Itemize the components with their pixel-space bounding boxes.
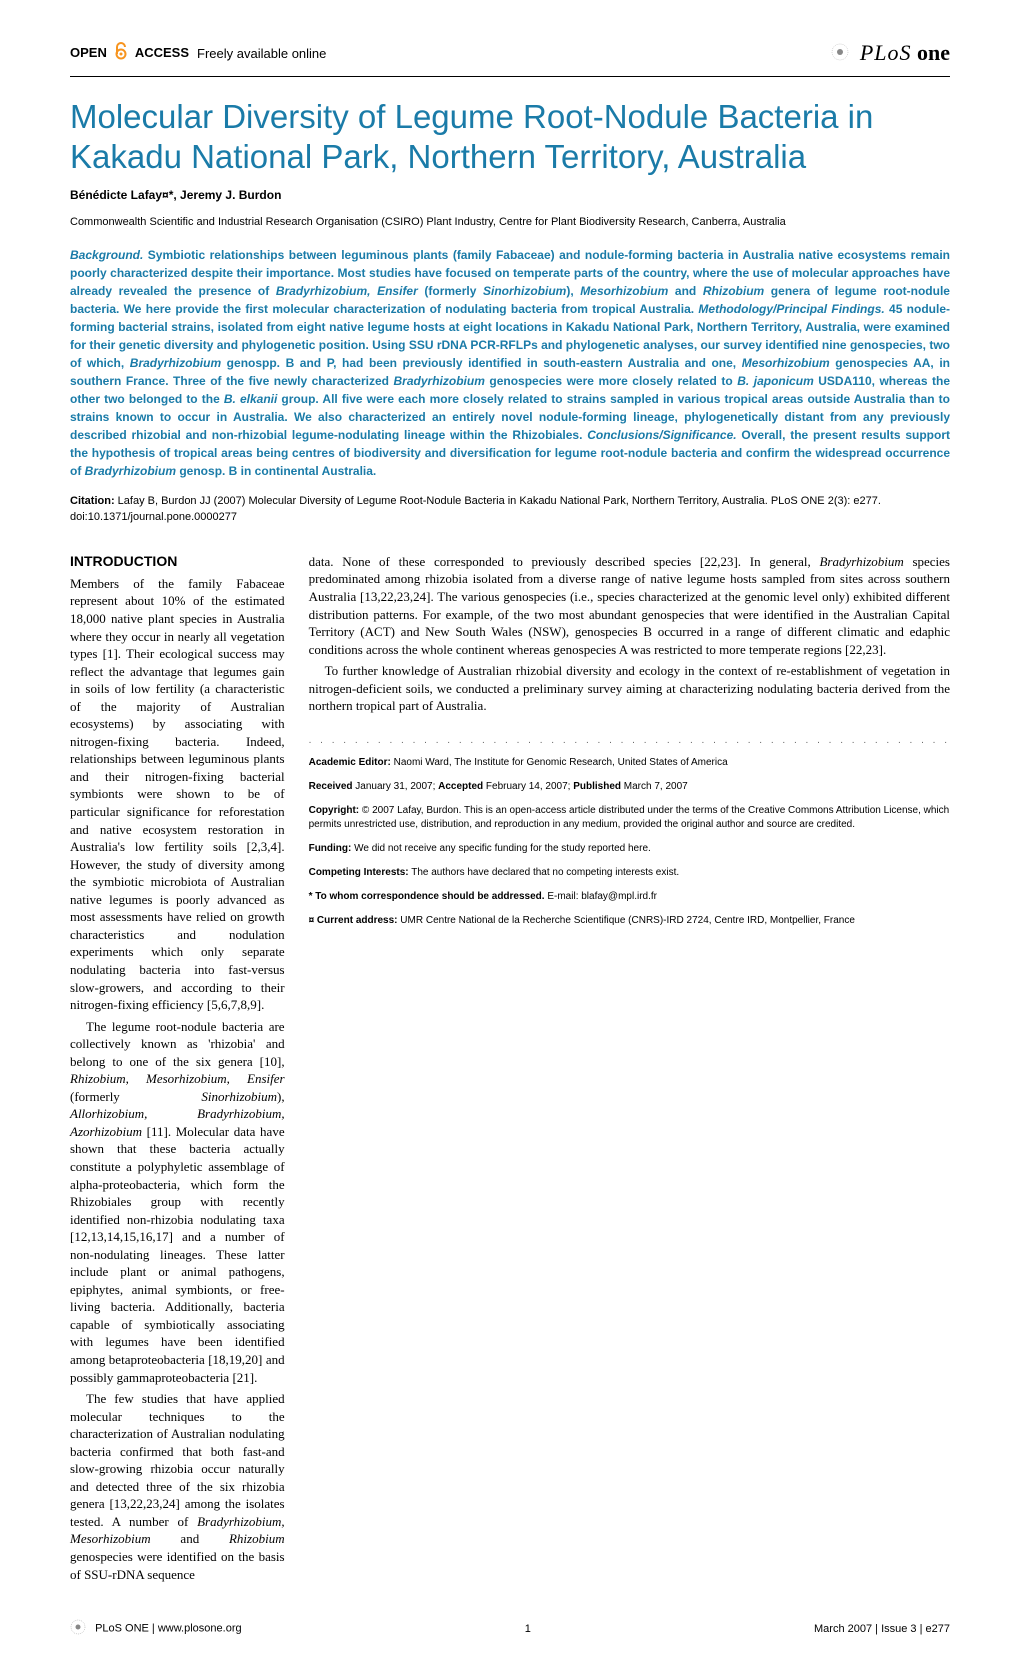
competing-label: Competing Interests: [309, 867, 409, 878]
brady3: Bradyrhizobium [394, 374, 485, 388]
p3a: The few studies that have applied molecu… [70, 1391, 285, 1529]
academic-editor: Academic Editor: Naomi Ward, The Institu… [309, 756, 950, 770]
editor-label: Academic Editor: [309, 757, 391, 768]
open-access-icon [114, 42, 128, 65]
p4b: species predominated among rhizobia isol… [309, 554, 950, 657]
page-footer: PLoS ONE | www.plosone.org 1 March 2007 … [70, 1619, 950, 1638]
citation: Citation: Lafay B, Burdon JJ (2007) Mole… [70, 494, 950, 525]
one-text: one [917, 40, 950, 65]
conclusions-text2: genosp. B in continental Australia. [176, 464, 376, 478]
separator-dots: . . . . . . . . . . . . . . . . . . . . … [309, 735, 950, 746]
funding-label: Funding: [309, 843, 352, 854]
brady2: Bradyrhizobium [130, 356, 221, 370]
affiliation: Commonwealth Scientific and Industrial R… [70, 216, 950, 228]
copyright: Copyright: © 2007 Lafay, Burdon. This is… [309, 804, 950, 832]
and1: and [668, 284, 703, 298]
footer-page: 1 [525, 1623, 531, 1635]
freely-text: Freely available online [197, 46, 326, 61]
p2-genera: Rhizobium, Mesorhizobium, Ensifer [70, 1071, 285, 1086]
accepted-label: Accepted [438, 781, 483, 792]
conclusions-label: Conclusions/Significance. [587, 428, 736, 442]
plos-text: PLoS [860, 40, 912, 65]
copyright-label: Copyright: [309, 805, 360, 816]
p2-sino: Sinorhizobium [201, 1089, 277, 1104]
p2-close: ), [277, 1089, 285, 1104]
p2a: The legume root-nodule bacteria are coll… [70, 1019, 285, 1069]
right-column: data. None of these corresponded to prev… [309, 553, 950, 1587]
competing-text: The authors have declared that no compet… [409, 867, 680, 878]
funding-text: We did not receive any specific funding … [351, 843, 650, 854]
close-formerly1: ), [566, 284, 580, 298]
dates: Received January 31, 2007; Accepted Febr… [309, 780, 950, 794]
header-bar: OPEN ACCESS Freely available online PLoS… [70, 40, 950, 77]
intro-p1: Members of the family Fabaceae represent… [70, 575, 285, 1014]
editor-text: Naomi Ward, The Institute for Genomic Re… [391, 757, 728, 768]
p3b: genospecies were identified on the basis… [70, 1549, 285, 1582]
abstract: Background. Symbiotic relationships betw… [70, 246, 950, 480]
p4a: data. None of these corresponded to prev… [309, 554, 820, 569]
meso1: Mesorhizobium [580, 284, 668, 298]
received-label: Received [309, 781, 353, 792]
intro-heading: INTRODUCTION [70, 553, 285, 569]
current-address: ¤ Current address: UMR Centre National d… [309, 914, 950, 928]
p4-brady: Bradyrhizobium [819, 554, 903, 569]
citation-label: Citation: [70, 495, 115, 507]
sino: Sinorhizobium [483, 284, 566, 298]
footer-plos-icon [70, 1619, 86, 1638]
p3-rhizo: Rhizobium [229, 1531, 285, 1546]
funding: Funding: We did not receive any specific… [309, 842, 950, 856]
p2b: [11]. Molecular data have shown that the… [70, 1124, 285, 1385]
intro-p2: The legume root-nodule bacteria are coll… [70, 1018, 285, 1386]
intro-p3: The few studies that have applied molecu… [70, 1390, 285, 1583]
published-label: Published [573, 781, 621, 792]
main-columns: INTRODUCTION Members of the family Fabac… [70, 553, 950, 1587]
competing-interests: Competing Interests: The authors have de… [309, 866, 950, 880]
p2-formerly: (formerly [70, 1089, 201, 1104]
formerly1: (formerly [418, 284, 483, 298]
corr-label: * To whom correspondence should be addre… [309, 891, 545, 902]
footer-left: PLoS ONE | www.plosone.org [70, 1619, 242, 1638]
copyright-text: © 2007 Lafay, Burdon. This is an open-ac… [309, 805, 950, 830]
genera1: Bradyrhizobium, Ensifer [276, 284, 418, 298]
methods-text4: genospecies were more closely related to [485, 374, 737, 388]
authors: Bénédicte Lafay¤*, Jeremy J. Burdon [70, 188, 950, 202]
methods-text2: genospp. B and P, had been previously id… [221, 356, 742, 370]
background-label: Background. [70, 248, 143, 262]
left-column: INTRODUCTION Members of the family Fabac… [70, 553, 285, 1587]
footer-journal: PLoS ONE | www.plosone.org [95, 1623, 242, 1635]
open-access-label: OPEN ACCESS Freely available online [70, 42, 326, 65]
current-text: UMR Centre National de la Recherche Scie… [398, 915, 855, 926]
current-label: ¤ Current address: [309, 915, 398, 926]
plos-logo-icon [830, 42, 850, 68]
bjap: B. japonicum [737, 374, 814, 388]
published-text: March 7, 2007 [621, 781, 688, 792]
methods-label: Methodology/Principal Findings. [698, 302, 884, 316]
intro-p4: data. None of these corresponded to prev… [309, 553, 950, 658]
plos-logo: PLoS one [830, 40, 950, 68]
belk: B. elkanii [224, 392, 277, 406]
access-text: ACCESS [135, 46, 189, 61]
rhizo1: Rhizobium [703, 284, 764, 298]
footer-issue: March 2007 | Issue 3 | e277 [814, 1623, 950, 1635]
correspondence: * To whom correspondence should be addre… [309, 890, 950, 904]
brady4: Bradyrhizobium [85, 464, 176, 478]
p3-and: and [151, 1531, 229, 1546]
meso2: Mesorhizobium [742, 356, 830, 370]
received-text: January 31, 2007; [353, 781, 439, 792]
corr-text: E-mail: blafay@mpl.ird.fr [545, 891, 657, 902]
open-text: OPEN [70, 46, 107, 61]
article-title: Molecular Diversity of Legume Root-Nodul… [70, 97, 950, 176]
citation-text: Lafay B, Burdon JJ (2007) Molecular Dive… [70, 495, 881, 522]
accepted-text: February 14, 2007; [483, 781, 573, 792]
intro-p5: To further knowledge of Australian rhizo… [309, 662, 950, 715]
